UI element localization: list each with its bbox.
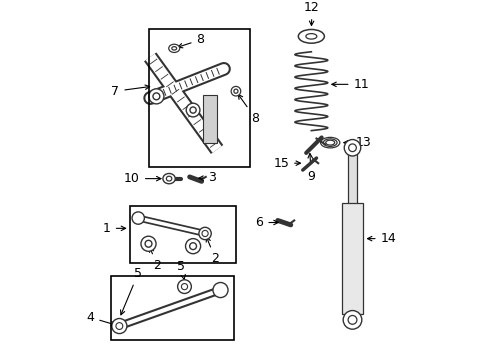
Text: 15: 15 xyxy=(273,157,300,170)
Ellipse shape xyxy=(348,144,356,152)
Ellipse shape xyxy=(231,86,240,96)
Text: 2: 2 xyxy=(149,248,161,272)
Ellipse shape xyxy=(116,323,122,329)
Bar xyxy=(347,148,356,210)
Ellipse shape xyxy=(298,30,324,43)
Ellipse shape xyxy=(233,89,238,93)
Text: 11: 11 xyxy=(331,78,368,91)
Text: 5: 5 xyxy=(177,260,185,279)
Text: 10: 10 xyxy=(124,172,161,185)
Text: 3: 3 xyxy=(199,171,216,184)
Ellipse shape xyxy=(166,176,171,181)
Ellipse shape xyxy=(186,103,200,117)
Ellipse shape xyxy=(185,239,200,254)
Text: 14: 14 xyxy=(367,232,396,245)
Text: 5: 5 xyxy=(121,267,142,315)
Text: 2: 2 xyxy=(206,237,219,265)
Bar xyxy=(129,206,235,262)
Ellipse shape xyxy=(153,93,160,100)
Ellipse shape xyxy=(141,236,156,251)
Ellipse shape xyxy=(145,240,152,247)
Ellipse shape xyxy=(171,47,176,50)
Text: 1: 1 xyxy=(102,222,125,235)
Text: 12: 12 xyxy=(304,1,319,26)
Ellipse shape xyxy=(343,311,361,329)
Ellipse shape xyxy=(148,89,163,104)
Ellipse shape xyxy=(163,174,175,184)
Ellipse shape xyxy=(347,315,356,324)
Ellipse shape xyxy=(199,227,211,240)
Ellipse shape xyxy=(112,319,127,334)
Bar xyxy=(111,276,234,340)
Text: 8: 8 xyxy=(238,94,259,125)
Ellipse shape xyxy=(212,283,227,298)
Text: 9: 9 xyxy=(307,153,315,183)
Text: 8: 8 xyxy=(178,33,204,48)
Bar xyxy=(203,95,217,143)
Ellipse shape xyxy=(305,33,316,39)
Text: 6: 6 xyxy=(255,216,278,229)
Ellipse shape xyxy=(181,284,187,290)
Text: 4: 4 xyxy=(86,311,115,326)
Text: 7: 7 xyxy=(111,85,149,98)
Ellipse shape xyxy=(177,280,191,293)
Bar xyxy=(148,30,249,167)
Ellipse shape xyxy=(344,140,360,156)
Bar xyxy=(341,203,363,314)
Text: 13: 13 xyxy=(343,136,371,149)
Ellipse shape xyxy=(132,212,144,224)
Ellipse shape xyxy=(168,44,179,53)
Ellipse shape xyxy=(190,107,196,113)
Ellipse shape xyxy=(189,243,196,249)
Ellipse shape xyxy=(202,230,208,237)
